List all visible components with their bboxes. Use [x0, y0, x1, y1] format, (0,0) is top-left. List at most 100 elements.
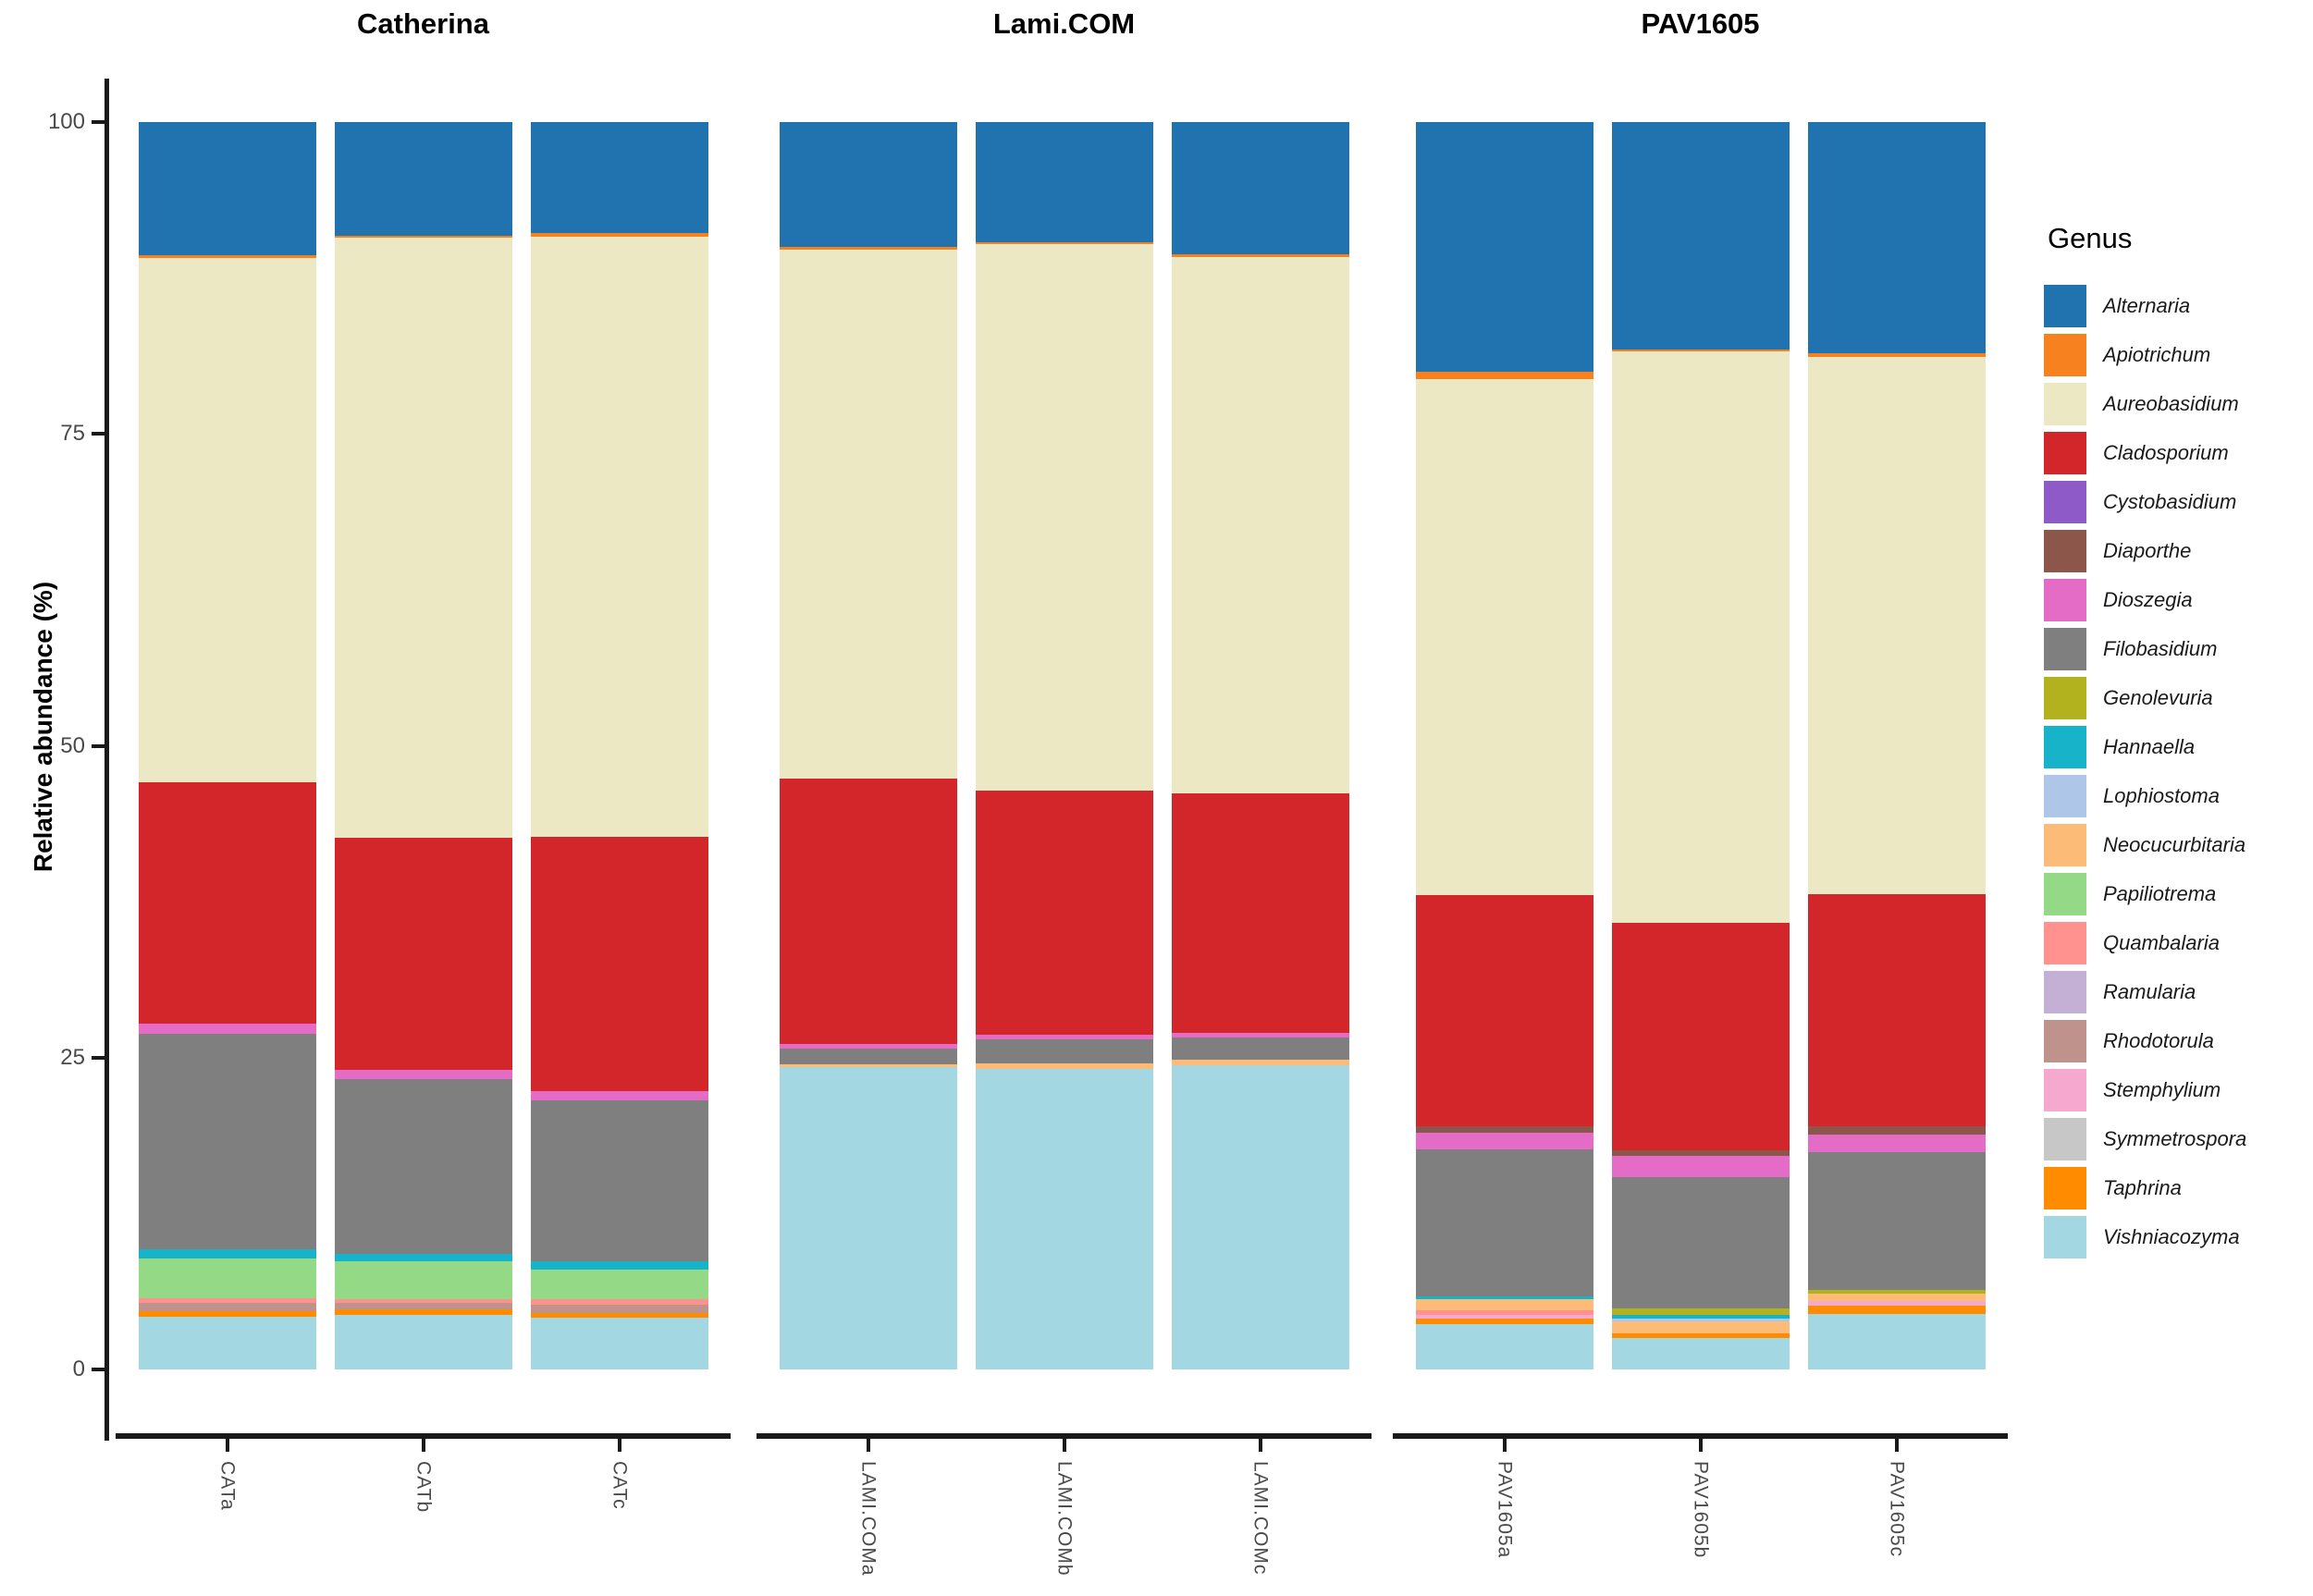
- legend-label: Vishniacozyma: [2103, 1224, 2240, 1248]
- bar-segment-taphrina: [530, 1313, 708, 1318]
- bar-segment-rhodotorula: [334, 1302, 512, 1309]
- bar-segment-vishniacozyma: [530, 1317, 708, 1369]
- bar-segment-diaporthe: [1807, 1125, 1986, 1136]
- legend-item: Cladosporium: [2044, 428, 2312, 477]
- bar-segment-aureobasidium: [138, 258, 316, 782]
- bar-segment-quambalaria: [334, 1298, 512, 1303]
- legend-swatch: [2044, 676, 2086, 719]
- bar-segment-cladosporium: [1611, 923, 1790, 1150]
- bar-segment-quambalaria: [530, 1299, 708, 1305]
- legend-item: Quambalaria: [2044, 918, 2312, 967]
- legend-item: Ramularia: [2044, 967, 2312, 1016]
- bar-segment-apiotrichum: [1171, 253, 1349, 257]
- x-tick-label: PAV1605c: [1886, 1461, 1908, 1558]
- bar-segment-aureobasidium: [975, 244, 1153, 792]
- bar-segment-genolevuria: [1807, 1289, 1986, 1295]
- bar-segment-cladosporium: [1171, 792, 1349, 1033]
- legend-swatch: [2044, 774, 2086, 817]
- x-tick: [1894, 1439, 1899, 1452]
- legend-item: Genolevuria: [2044, 673, 2312, 722]
- legend-swatch: [2044, 333, 2086, 376]
- legend-swatch: [2044, 431, 2086, 474]
- legend-item: Rhodotorula: [2044, 1016, 2312, 1065]
- y-tick: [92, 1055, 105, 1060]
- bar-segment-cladosporium: [138, 781, 316, 1025]
- bar-segment-cladosporium: [779, 778, 957, 1044]
- facet-panel: [116, 122, 731, 1369]
- legend-label: Cladosporium: [2103, 440, 2229, 464]
- bar-segment-apiotrichum: [779, 246, 957, 250]
- bar-segment-cladosporium: [1807, 894, 1986, 1126]
- bar-segment-vishniacozyma: [779, 1067, 957, 1369]
- bar-segment-papiliotrema: [334, 1261, 512, 1299]
- legend-item: Lophiostoma: [2044, 771, 2312, 820]
- bar-segment-diaporthe: [1415, 1125, 1593, 1133]
- legend-label: Aureobasidium: [2103, 391, 2239, 415]
- x-tick: [617, 1439, 621, 1452]
- legend-swatch: [2044, 1068, 2086, 1111]
- x-tick: [866, 1439, 870, 1452]
- legend-label: Dioszegia: [2103, 587, 2193, 611]
- x-axis-line: [116, 1433, 731, 1439]
- bar-segment-hannaella: [1415, 1296, 1593, 1299]
- bar-segment-quambalaria: [1415, 1309, 1593, 1315]
- bar-segment-aureobasidium: [1415, 378, 1593, 896]
- bar-segment-genolevuria: [1611, 1307, 1790, 1315]
- legend-item: Neocucurbitaria: [2044, 820, 2312, 869]
- y-tick-label: 75: [60, 421, 85, 447]
- legend-item: Papiliotrema: [2044, 869, 2312, 918]
- stacked-bar: [975, 122, 1153, 1369]
- stacked-bar: [1807, 122, 1986, 1369]
- y-tick: [92, 743, 105, 748]
- bar-segment-vishniacozyma: [1611, 1338, 1790, 1369]
- stacked-bar: [530, 122, 708, 1369]
- y-tick: [92, 120, 105, 124]
- bar-segment-dioszegia: [138, 1024, 316, 1035]
- x-tick-label: PAV1605b: [1690, 1461, 1712, 1559]
- bar-segment-vishniacozyma: [1415, 1324, 1593, 1369]
- x-tick: [421, 1439, 425, 1452]
- bar-segment-papiliotrema: [138, 1258, 316, 1299]
- stacked-bar: [138, 122, 316, 1369]
- legend-item: Filobasidium: [2044, 624, 2312, 673]
- legend-item: Aureobasidium: [2044, 379, 2312, 428]
- facet-title: Catherina: [357, 7, 489, 40]
- legend-label: Quambalaria: [2103, 930, 2220, 954]
- y-tick: [92, 432, 105, 436]
- legend-swatch: [2044, 1215, 2086, 1258]
- x-tick: [1258, 1439, 1262, 1452]
- bar-segment-papiliotrema: [530, 1270, 708, 1300]
- bar-segment-aureobasidium: [1611, 351, 1790, 924]
- bar-segment-vishniacozyma: [975, 1068, 1153, 1369]
- legend-item: Diaporthe: [2044, 526, 2312, 575]
- stacked-bar: [334, 122, 512, 1369]
- bar-segment-filobasidium: [334, 1079, 512, 1255]
- facet-title: Lami.COM: [992, 7, 1136, 40]
- bar-segment-filobasidium: [1807, 1152, 1986, 1290]
- bar-segment-apiotrichum: [1807, 352, 1986, 357]
- bar-segment-neocucurbitaria: [1415, 1298, 1593, 1310]
- bar-segment-neocucurbitaria: [975, 1063, 1153, 1069]
- bar-segment-alternaria: [779, 122, 957, 247]
- bar-segment-taphrina: [1611, 1333, 1790, 1339]
- bar-segment-dioszegia: [1171, 1032, 1349, 1038]
- x-tick: [225, 1439, 229, 1452]
- legend-title: Genus: [2048, 222, 2133, 254]
- facet-title: PAV1605: [1641, 7, 1760, 40]
- bar-segment-lophiostoma: [1611, 1319, 1790, 1321]
- bar-segment-aureobasidium: [1171, 256, 1349, 793]
- legend-swatch: [2044, 480, 2086, 523]
- bar-segment-diaporthe: [1611, 1149, 1790, 1157]
- bar-segment-filobasidium: [975, 1039, 1153, 1064]
- legend-label: Stemphylium: [2103, 1077, 2221, 1101]
- bar-segment-vishniacozyma: [138, 1316, 316, 1369]
- bar-segment-dioszegia: [779, 1043, 957, 1049]
- y-axis-title: Relative abundance (%): [29, 581, 57, 873]
- bar-segment-cladosporium: [530, 836, 708, 1092]
- y-tick-label: 0: [72, 1357, 85, 1381]
- bar-segment-neocucurbitaria: [1807, 1294, 1986, 1302]
- bar-segment-neocucurbitaria: [779, 1064, 957, 1068]
- legend-swatch: [2044, 1166, 2086, 1209]
- bar-segment-filobasidium: [1611, 1177, 1790, 1308]
